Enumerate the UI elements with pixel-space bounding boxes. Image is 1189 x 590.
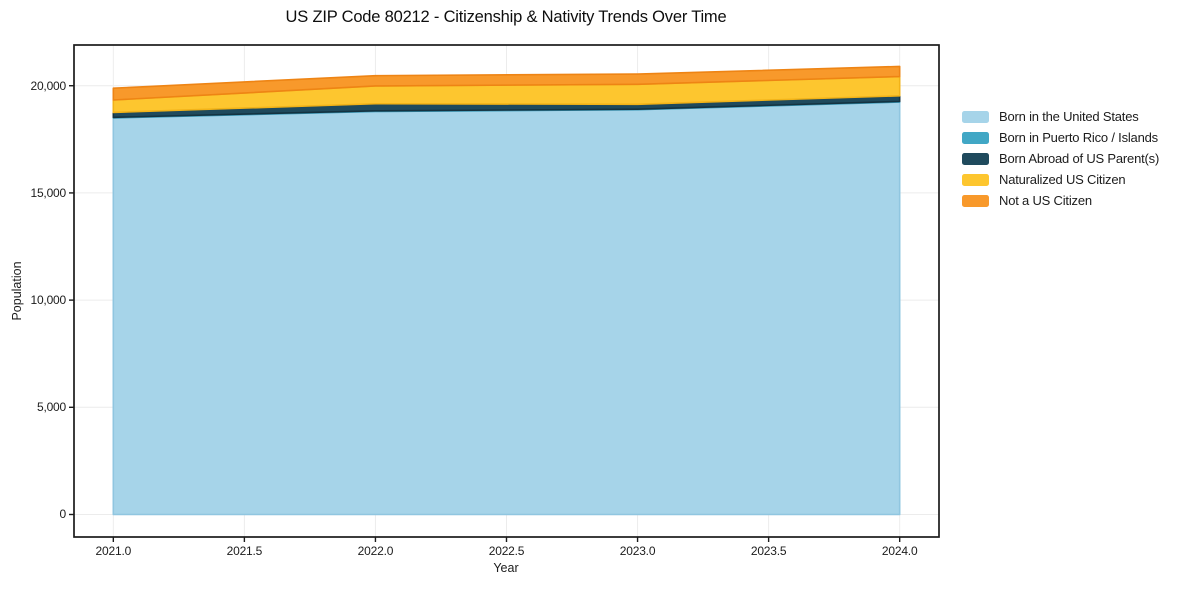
legend-swatch-icon — [962, 152, 989, 165]
legend-label: Born Abroad of US Parent(s) — [999, 151, 1160, 166]
x-tick-label: 2021.5 — [226, 544, 263, 558]
legend-item-4: Not a US Citizen — [962, 190, 1159, 211]
legend-item-2: Born Abroad of US Parent(s) — [962, 148, 1159, 169]
y-tick-label: 0 — [59, 507, 67, 522]
legend-swatch-icon — [962, 173, 989, 186]
x-axis-label: Year — [493, 561, 519, 575]
legend-swatch-icon — [962, 194, 989, 207]
y-tick-label: 15,000 — [30, 185, 66, 200]
chart-title: US ZIP Code 80212 - Citizenship & Nativi… — [285, 8, 727, 26]
y-tick-label: 5,000 — [36, 400, 66, 415]
x-tick-label: 2023.0 — [619, 544, 656, 558]
legend-item-3: Naturalized US Citizen — [962, 169, 1159, 190]
y-tick-label: 20,000 — [30, 78, 66, 93]
x-tick-label: 2021.0 — [95, 544, 132, 558]
legend-label: Born in the United States — [999, 109, 1139, 124]
x-tick-label: 2022.0 — [357, 544, 394, 558]
legend-label: Not a US Citizen — [999, 193, 1092, 208]
legend-swatch-icon — [962, 110, 989, 123]
x-tick-label: 2022.5 — [488, 544, 525, 558]
legend-swatch-icon — [962, 131, 989, 144]
area-band-4 — [112, 65, 901, 101]
x-tick-label: 2024.0 — [881, 544, 918, 558]
legend-item-0: Born in the United States — [962, 106, 1159, 127]
x-tick-label: 2023.5 — [750, 544, 787, 558]
area-band-0 — [112, 101, 901, 516]
legend: Born in the United States Born in Puerto … — [962, 106, 1159, 211]
legend-label: Born in Puerto Rico / Islands — [999, 130, 1158, 145]
legend-item-1: Born in Puerto Rico / Islands — [962, 127, 1159, 148]
y-tick-label: 10,000 — [30, 293, 66, 308]
legend-label: Naturalized US Citizen — [999, 172, 1126, 187]
y-axis-label: Population — [10, 261, 24, 321]
